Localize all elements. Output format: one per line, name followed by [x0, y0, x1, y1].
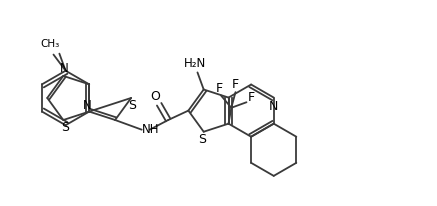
Text: F: F	[215, 82, 222, 95]
Text: S: S	[198, 133, 206, 146]
Text: F: F	[232, 78, 239, 91]
Text: N: N	[83, 99, 92, 112]
Text: O: O	[150, 90, 160, 103]
Text: S: S	[61, 121, 69, 133]
Text: N: N	[60, 62, 69, 75]
Text: H₂N: H₂N	[184, 57, 207, 70]
Text: N: N	[269, 100, 278, 113]
Text: CH₃: CH₃	[41, 40, 60, 49]
Text: F: F	[248, 91, 255, 104]
Text: NH: NH	[142, 123, 160, 136]
Text: S: S	[128, 98, 136, 111]
